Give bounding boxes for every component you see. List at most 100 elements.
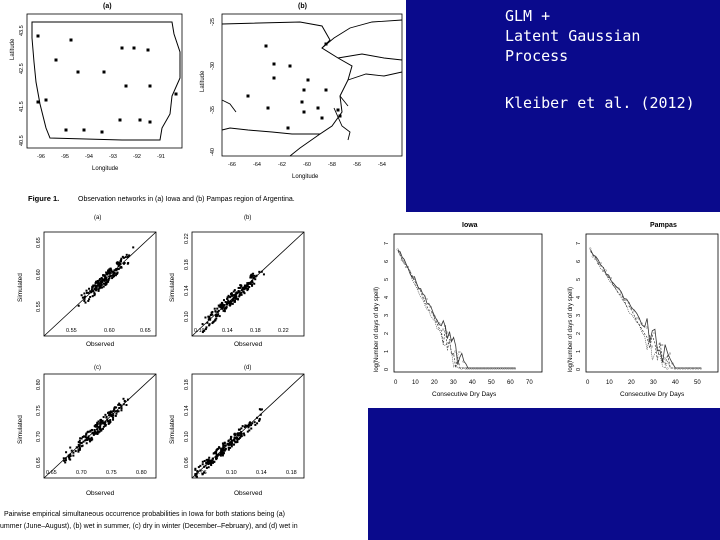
dry-spell-marker: o xyxy=(401,257,404,262)
scatter-point xyxy=(109,421,112,424)
dry-spell-marker: o xyxy=(607,272,610,277)
scatter-point xyxy=(251,284,254,287)
scatter-point xyxy=(87,436,90,439)
scatter-point xyxy=(230,300,233,303)
fig1-a-xtick-1: -96 xyxy=(37,154,45,160)
figure-1-svg: (a) Latitude 43.5 42.5 41.5 40.5 -96 -95… xyxy=(10,3,403,203)
pampas-station-marker xyxy=(266,106,270,110)
scatter-point xyxy=(112,416,115,419)
scatter-point xyxy=(234,297,237,300)
scatter-point xyxy=(252,277,255,280)
scatter-point xyxy=(98,279,101,282)
scatter-point xyxy=(128,254,131,257)
scatter-point xyxy=(260,408,263,411)
scatter-point xyxy=(241,425,244,428)
scatter-point xyxy=(67,454,70,457)
dry-spell-marker: o xyxy=(661,342,664,347)
scatter-point xyxy=(93,292,96,295)
scatter-point xyxy=(132,246,135,249)
fig1-panel-b-label: (b) xyxy=(298,3,307,10)
scatter-point xyxy=(99,418,102,421)
dry-spell-marker: o xyxy=(473,366,476,371)
scatter-point xyxy=(221,451,224,454)
scatter-point xyxy=(99,424,102,427)
fig2-d-ytick-2: 0.14 xyxy=(184,405,190,416)
scatter-point xyxy=(110,415,113,418)
fig3-iowa-ytick-2: 1 xyxy=(384,350,390,353)
scatter-point xyxy=(95,289,98,292)
scatter-point xyxy=(247,423,250,426)
dry-spell-marker: o xyxy=(508,366,511,371)
scatter-point xyxy=(97,431,100,434)
scatter-point xyxy=(109,267,112,270)
scatter-point xyxy=(105,279,108,282)
scatter-point xyxy=(104,413,107,416)
dry-spell-marker: o xyxy=(682,366,685,371)
dry-spell-marker: o xyxy=(450,337,453,342)
pampas-station-marker xyxy=(272,76,276,80)
scatter-point xyxy=(88,440,91,443)
scatter-point xyxy=(104,277,107,280)
scatter-point xyxy=(123,261,126,264)
fig2-c-xtick-2: 0.70 xyxy=(76,470,87,476)
scatter-point xyxy=(126,262,129,265)
scatter-point xyxy=(110,270,113,273)
scatter-point xyxy=(243,426,246,429)
slide-title: GLM + Latent Gaussian Process xyxy=(505,6,640,66)
scatter-point xyxy=(245,284,248,287)
scatter-point xyxy=(117,268,120,271)
dry-spell-marker: o xyxy=(589,246,592,251)
scatter-point xyxy=(221,304,224,307)
dry-spell-marker: o xyxy=(659,341,662,346)
scatter-point xyxy=(238,436,241,439)
fig2-b-ytick-2: 0.18 xyxy=(184,259,190,270)
scatter-point xyxy=(64,459,67,462)
scatter-point xyxy=(208,316,211,319)
scatter-point xyxy=(205,466,208,469)
scatter-point xyxy=(249,281,252,284)
scatter-point xyxy=(120,257,123,260)
scatter-point xyxy=(103,423,106,426)
scatter-point xyxy=(81,436,84,439)
scatter-point xyxy=(259,413,262,416)
scatter-point xyxy=(68,456,71,459)
iowa-station-marker xyxy=(44,98,48,102)
scatter-point xyxy=(207,466,210,469)
fig1-a-xtick-4: -93 xyxy=(109,154,117,160)
fig2-b-xtick-2: 0.14 xyxy=(222,328,233,334)
iowa-station-marker xyxy=(36,34,40,38)
fig1-b-xtick-7: -54 xyxy=(378,162,386,168)
scatter-point xyxy=(102,427,105,430)
scatter-point xyxy=(258,270,261,273)
scatter-point xyxy=(235,292,238,295)
fig2-b-ylabel: Simulated xyxy=(169,273,176,302)
scatter-point xyxy=(227,448,230,451)
iowa-station-marker xyxy=(146,48,150,52)
scatter-point xyxy=(94,282,97,285)
dry-spell-marker: o xyxy=(421,291,424,296)
iowa-station-marker xyxy=(64,128,68,132)
scatter-point xyxy=(211,313,214,316)
scatter-point xyxy=(78,446,81,449)
dry-spell-marker: o xyxy=(635,315,638,320)
dry-spell-marker: o xyxy=(397,247,400,252)
scatter-point xyxy=(120,409,123,412)
scatter-point xyxy=(92,290,95,293)
scatter-point xyxy=(244,424,247,427)
scatter-point xyxy=(107,280,110,283)
dry-spell-marker: o xyxy=(628,300,631,305)
scatter-point xyxy=(195,475,198,478)
scatter-point xyxy=(222,449,225,452)
scatter-point xyxy=(93,293,96,296)
scatter-point xyxy=(223,441,226,444)
scatter-point xyxy=(226,296,229,299)
fig3-iowa-ytick-3: 2 xyxy=(384,332,390,335)
fig2-c-ytick-2: 0.75 xyxy=(36,405,42,416)
scatter-point xyxy=(102,282,105,285)
fig2-c-xtick-3: 0.75 xyxy=(106,470,117,476)
scatter-point xyxy=(91,432,94,435)
fig2-c-ytick-4: 0.65 xyxy=(36,457,42,468)
scatter-point xyxy=(236,440,239,443)
